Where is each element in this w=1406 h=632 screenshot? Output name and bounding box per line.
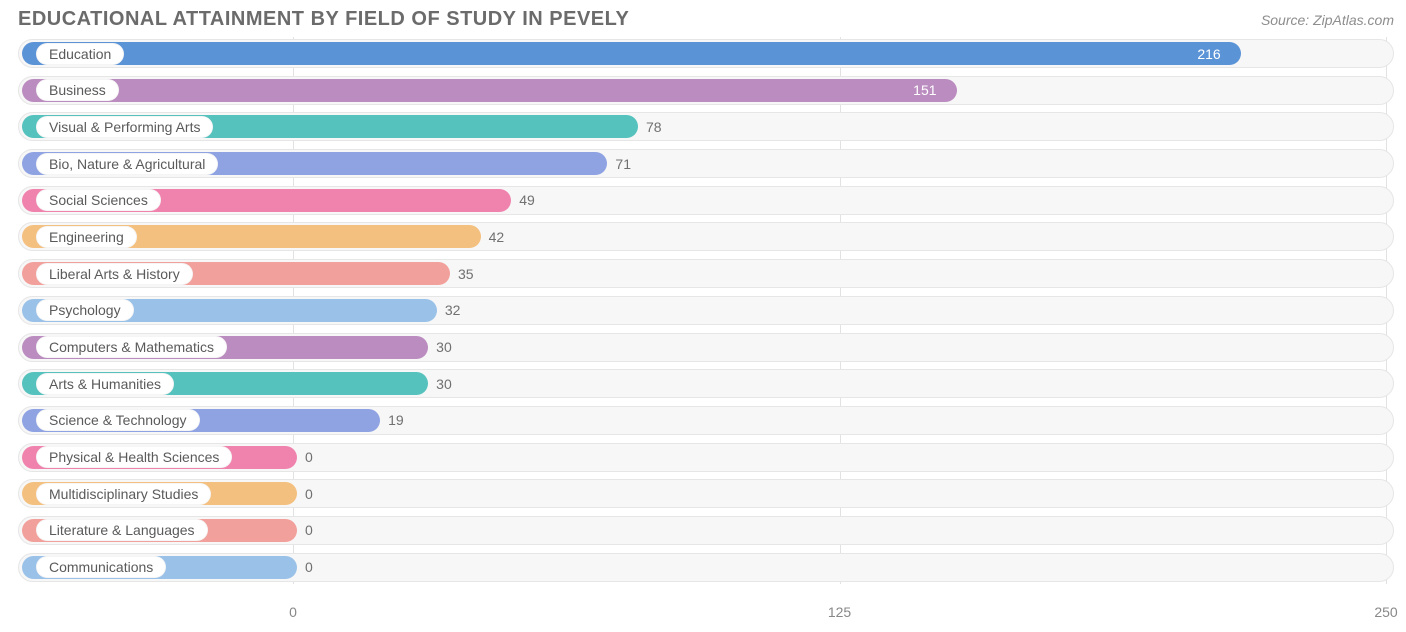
bar-category-label: Literature & Languages (36, 519, 208, 541)
chart-header: EDUCATIONAL ATTAINMENT BY FIELD OF STUDY… (18, 8, 1394, 31)
bar-row: Physical & Health Sciences 0 (18, 441, 1394, 474)
bar-row: Social Sciences 49 (18, 184, 1394, 217)
bar-value-label: 0 (305, 559, 313, 575)
chart-source: Source: ZipAtlas.com (1261, 12, 1394, 28)
bar-value-label: 30 (436, 376, 452, 392)
bar-value-label: 78 (646, 119, 662, 135)
bar-value-label: 32 (445, 302, 461, 318)
bar-row: Education 216 (18, 37, 1394, 70)
bar-category-label: Communications (36, 556, 166, 578)
bar-category-label: Arts & Humanities (36, 373, 174, 395)
bar-row: Communications 0 (18, 551, 1394, 584)
bar-category-label: Business (36, 79, 119, 101)
bar-fill (22, 42, 1241, 65)
bar-row: Business 151 (18, 74, 1394, 107)
bar-category-label: Computers & Mathematics (36, 336, 227, 358)
bar-category-label: Psychology (36, 299, 134, 321)
chart-container: EDUCATIONAL ATTAINMENT BY FIELD OF STUDY… (0, 0, 1406, 632)
bar-value-label: 151 (913, 82, 936, 98)
bar-row: Literature & Languages 0 (18, 514, 1394, 547)
bar-row: Psychology 32 (18, 294, 1394, 327)
bar-category-label: Physical & Health Sciences (36, 446, 232, 468)
bar-category-label: Engineering (36, 226, 137, 248)
bar-category-label: Visual & Performing Arts (36, 116, 213, 138)
bar-value-label: 216 (1197, 46, 1220, 62)
bar-row: Computers & Mathematics 30 (18, 331, 1394, 364)
bar-value-label: 30 (436, 339, 452, 355)
bar-category-label: Bio, Nature & Agricultural (36, 153, 218, 175)
bar-value-label: 0 (305, 486, 313, 502)
x-tick-label: 125 (828, 604, 851, 620)
bar-value-label: 0 (305, 522, 313, 538)
bar-row: Arts & Humanities 30 (18, 367, 1394, 400)
bar-value-label: 49 (519, 192, 535, 208)
bar-value-label: 35 (458, 266, 474, 282)
bar-row: Engineering 42 (18, 220, 1394, 253)
bar-category-label: Social Sciences (36, 189, 161, 211)
bar-fill (22, 79, 957, 102)
bar-row: Multidisciplinary Studies 0 (18, 477, 1394, 510)
bar-category-label: Liberal Arts & History (36, 263, 193, 285)
bar-value-label: 71 (615, 156, 631, 172)
chart-title: EDUCATIONAL ATTAINMENT BY FIELD OF STUDY… (18, 8, 629, 31)
bar-category-label: Multidisciplinary Studies (36, 483, 211, 505)
x-tick-label: 0 (289, 604, 297, 620)
bar-category-label: Science & Technology (36, 409, 200, 431)
bar-row: Liberal Arts & History 35 (18, 257, 1394, 290)
bar-value-label: 19 (388, 412, 404, 428)
chart-x-axis: 0 125 250 (0, 596, 1406, 620)
bar-category-label: Education (36, 43, 124, 65)
bar-row: Visual & Performing Arts 78 (18, 110, 1394, 143)
x-tick-label: 250 (1374, 604, 1397, 620)
bar-value-label: 0 (305, 449, 313, 465)
bar-row: Bio, Nature & Agricultural 71 (18, 147, 1394, 180)
bar-value-label: 42 (489, 229, 505, 245)
bar-row: Science & Technology 19 (18, 404, 1394, 437)
chart-rows: Education 216 Business 151 Visual & Performi… (18, 37, 1394, 584)
